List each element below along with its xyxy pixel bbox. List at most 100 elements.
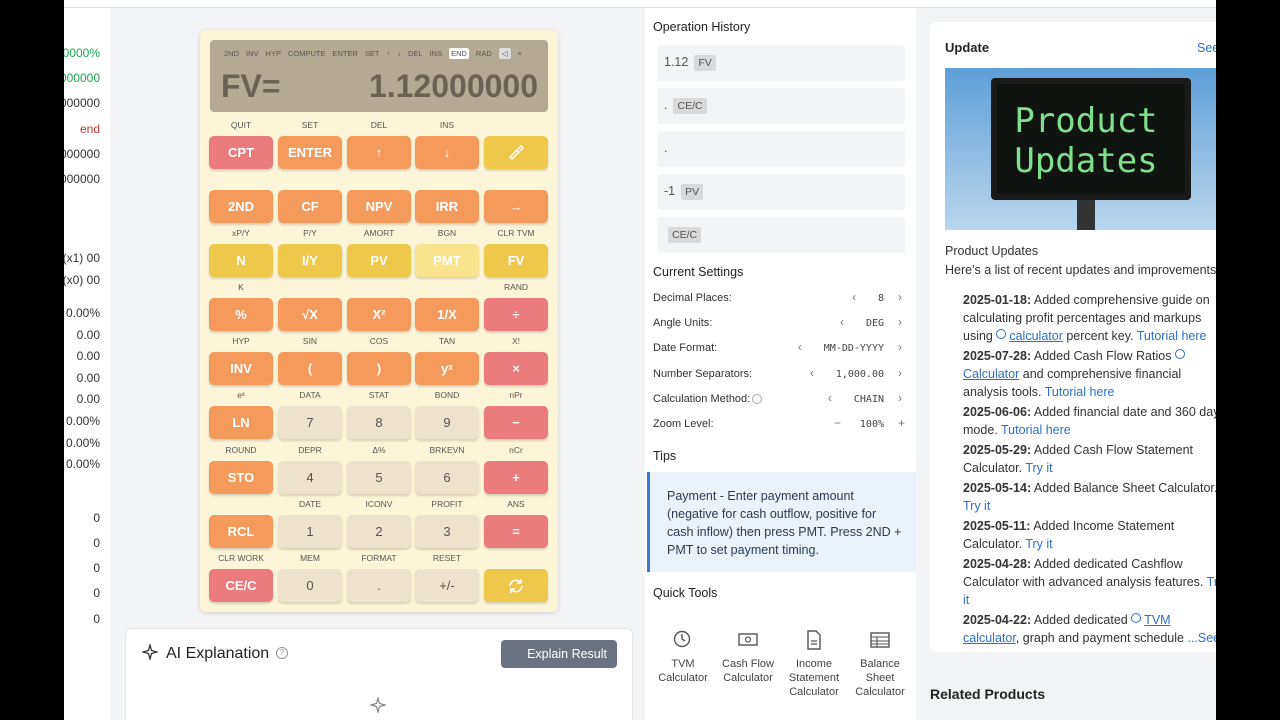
- calculator-key[interactable]: 6: [415, 461, 479, 494]
- zoom-out[interactable]: −: [833, 416, 841, 430]
- calculator-key[interactable]: 5: [347, 461, 411, 494]
- tool-icon: [780, 630, 848, 655]
- calculator-key[interactable]: −: [484, 406, 548, 439]
- calculator-key[interactable]: N: [209, 244, 273, 277]
- next-option[interactable]: ›: [898, 315, 902, 329]
- previous-option[interactable]: ‹: [839, 315, 844, 329]
- next-option[interactable]: ›: [898, 366, 902, 380]
- update-text: and comprehensive financial analysis too…: [963, 367, 1182, 399]
- update-link[interactable]: Tutorial here: [1044, 385, 1115, 399]
- calculator-key[interactable]: +: [484, 461, 548, 494]
- update-link[interactable]: Try it: [1025, 537, 1053, 551]
- calculator-key[interactable]: [484, 136, 548, 169]
- secondary-label: RESET: [432, 553, 462, 563]
- calculator-key[interactable]: I/Y: [278, 244, 342, 277]
- calculator-key[interactable]: 1/X: [415, 298, 479, 331]
- section-title: Related Products: [930, 686, 1046, 702]
- calculator-key[interactable]: 9: [415, 406, 479, 439]
- next-option[interactable]: ›: [898, 340, 902, 354]
- calculator-key[interactable]: 8: [347, 406, 411, 439]
- black-bar: [0, 0, 64, 720]
- update-link[interactable]: Calculator: [963, 367, 1020, 381]
- calculator-key[interactable]: 2ND: [209, 190, 273, 223]
- calculator-key[interactable]: X²: [347, 298, 411, 331]
- calculator-key[interactable]: CPT: [209, 136, 273, 169]
- secondary-label: DEPR: [298, 445, 322, 455]
- update-text: Added comprehensive guide on calculating…: [963, 293, 1210, 343]
- calculator-key[interactable]: +/-: [415, 569, 479, 602]
- calculator-key[interactable]: .: [347, 569, 411, 602]
- update-date: 2025-04-28:: [963, 557, 1032, 571]
- calculator-key[interactable]: [484, 569, 548, 602]
- calculator-key[interactable]: NPV: [347, 190, 411, 223]
- history-content: CE/C: [664, 227, 702, 243]
- update-text: Added dedicated: [1031, 613, 1132, 627]
- calculator-key[interactable]: ↓: [415, 136, 479, 169]
- calculator-key[interactable]: CF: [278, 190, 342, 223]
- left-value: 0: [93, 612, 100, 626]
- update-link[interactable]: calculator: [1009, 329, 1063, 343]
- calculator-key[interactable]: PV: [347, 244, 411, 277]
- previous-option[interactable]: ‹: [851, 290, 856, 304]
- update-link[interactable]: Tutorial here: [1136, 329, 1207, 343]
- quick-tool[interactable]: TVM Calculator: [649, 630, 717, 685]
- calculator-key[interactable]: PMT: [415, 244, 479, 277]
- calculator-key[interactable]: ↑: [347, 136, 411, 169]
- calculator-key[interactable]: ENTER: [278, 136, 342, 169]
- calculator-key[interactable]: 0: [278, 569, 342, 602]
- see-all-link[interactable]: See: [1197, 41, 1220, 55]
- calculator-key[interactable]: yˣ: [415, 352, 479, 385]
- icon: [738, 633, 758, 646]
- calculator-key[interactable]: %: [209, 298, 273, 331]
- next-option[interactable]: ›: [898, 391, 902, 405]
- explain-button[interactable]: Explain Result: [501, 640, 617, 668]
- update-item: 2025-04-22: Added dedicated TVM calculat…: [963, 611, 1225, 647]
- icon: [508, 144, 525, 160]
- next-option[interactable]: ›: [898, 290, 902, 304]
- calculator-key[interactable]: IRR: [415, 190, 479, 223]
- update-text: Added Cash Flow Statement Calculator.: [963, 443, 1194, 475]
- calculator-key[interactable]: LN: [209, 406, 273, 439]
- status-indicator: RAD: [475, 49, 492, 58]
- calculator-key[interactable]: ÷: [484, 298, 548, 331]
- calculator-key[interactable]: 1: [278, 515, 342, 548]
- calculator-key[interactable]: CE/C: [209, 569, 273, 602]
- secondary-label: CLR WORK: [218, 553, 264, 563]
- calculator-key[interactable]: INV: [209, 352, 273, 385]
- update-date: 2025-05-29:: [963, 443, 1032, 457]
- update-link[interactable]: TVM calculator: [963, 613, 1171, 645]
- calculator-key[interactable]: STO: [209, 461, 273, 494]
- quick-tool[interactable]: Balance Sheet Calculator: [846, 630, 914, 699]
- icon: [807, 630, 821, 650]
- zoom-in[interactable]: +: [898, 416, 906, 430]
- secondary-label: PROFIT: [431, 499, 463, 509]
- previous-option[interactable]: ‹: [797, 340, 802, 354]
- quick-tool[interactable]: Cash Flow Calculator: [714, 630, 782, 685]
- update-date: 2025-04-22:: [963, 613, 1032, 627]
- history-content: 1.12 FV: [664, 55, 716, 71]
- secondary-label: P/Y: [303, 228, 317, 238]
- calculator-key[interactable]: 2: [347, 515, 411, 548]
- display: 2ND INV HYP COMPUTE ENTER SET ↑ ↓ DEL INS END RAD ◁ ×…: [210, 40, 548, 112]
- update-link[interactable]: Try it: [1025, 461, 1053, 475]
- calculator-key[interactable]: 4: [278, 461, 342, 494]
- previous-option[interactable]: ‹: [809, 366, 814, 380]
- history-key: CE/C: [668, 227, 702, 243]
- update-link[interactable]: Try it: [963, 499, 991, 513]
- calculator-key[interactable]: 3: [415, 515, 479, 548]
- update-link[interactable]: Tutorial here: [1001, 423, 1071, 437]
- calculator-key[interactable]: RCL: [209, 515, 273, 548]
- calculator-key[interactable]: √X: [278, 298, 342, 331]
- calculator-key[interactable]: 7: [278, 406, 342, 439]
- quick-tool[interactable]: Income Statement Calculator: [780, 630, 848, 699]
- calculator-key[interactable]: =: [484, 515, 548, 548]
- calculator-key[interactable]: FV: [484, 244, 548, 277]
- update-link[interactable]: ...See: [1187, 631, 1221, 645]
- calculator-key[interactable]: ×: [484, 352, 548, 385]
- sparkle-icon: [140, 642, 160, 665]
- previous-option[interactable]: ‹: [827, 391, 832, 405]
- calculator-key[interactable]: ): [347, 352, 411, 385]
- calculator-key[interactable]: (: [278, 352, 342, 385]
- calculator-key[interactable]: →: [484, 190, 548, 223]
